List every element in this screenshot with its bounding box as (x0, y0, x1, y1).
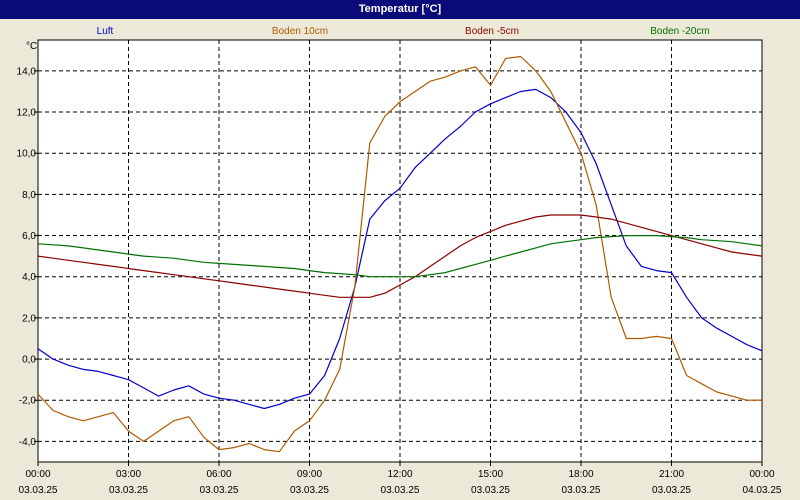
x-tick-time: 00:00 (25, 469, 50, 480)
chart-title: Temperatur [°C] (0, 0, 800, 19)
x-tick-date: 03.03.25 (200, 485, 239, 496)
y-axis: 14,0 12,0 10,0 8,0 6,0 4,0 2,0 0,0 -2,0 -4,0 (17, 66, 38, 448)
x-tick-date: 03.03.25 (652, 485, 691, 496)
legend-entry: Boden -5cm (465, 26, 519, 37)
y-tick-label: 0,0 (22, 355, 36, 366)
legend-entry: Boden 10cm (272, 26, 328, 37)
y-tick-label: 12,0 (17, 108, 37, 119)
x-tick-date: 03.03.25 (290, 485, 329, 496)
x-tick-date: 03.03.25 (562, 485, 601, 496)
y-tick-label: 4,0 (22, 272, 36, 283)
x-tick-time: 00:00 (749, 469, 774, 480)
legend-entry: Boden -20cm (650, 26, 709, 37)
x-tick-time: 12:00 (387, 469, 412, 480)
series-line-boden-10cm (37, 55, 762, 453)
series-line-boden-5cm (37, 214, 763, 298)
legend: Luft Boden 10cm Boden -5cm Boden -20cm (97, 26, 710, 37)
x-tick-date: 03.03.25 (19, 485, 58, 496)
x-tick-time: 06:00 (206, 469, 231, 480)
x-tick-time: 09:00 (297, 469, 322, 480)
legend-entry: Luft (97, 26, 114, 37)
series-line-boden-20cm (37, 235, 763, 278)
x-tick-date: 04.03.25 (743, 485, 782, 496)
x-tick-time: 15:00 (478, 469, 503, 480)
x-tick-date: 03.03.25 (381, 485, 420, 496)
x-axis: 00:00 03.03.25 03:00 03.03.25 06:00 03.03.25 0… (19, 462, 782, 496)
x-tick-date: 03.03.25 (471, 485, 510, 496)
y-tick-label: 8,0 (22, 190, 36, 201)
y-tick-label: 6,0 (22, 231, 36, 242)
series-lines (37, 55, 763, 453)
y-axis-unit-label: °C (26, 41, 37, 52)
x-tick-time: 03:00 (116, 469, 141, 480)
y-tick-label: -4,0 (19, 437, 37, 448)
series-line-luft (37, 88, 763, 410)
grid (38, 40, 762, 462)
x-tick-time: 21:00 (659, 469, 684, 480)
y-tick-label: -2,0 (19, 396, 37, 407)
y-tick-label: 14,0 (17, 66, 37, 77)
y-tick-label: 2,0 (22, 313, 36, 324)
y-tick-label: 10,0 (17, 149, 37, 160)
x-tick-time: 18:00 (568, 469, 593, 480)
x-tick-date: 03.03.25 (109, 485, 148, 496)
